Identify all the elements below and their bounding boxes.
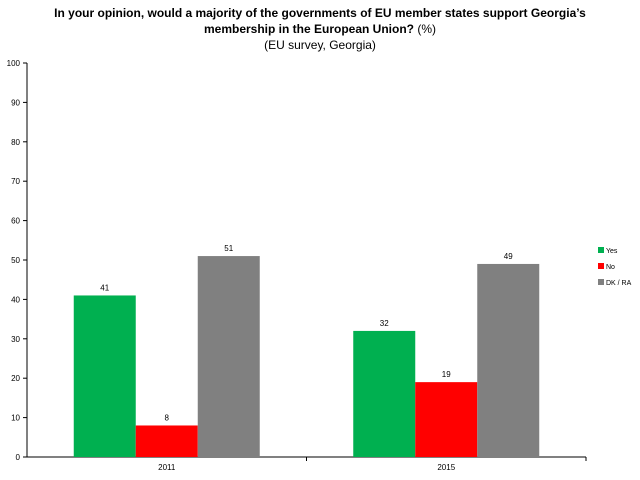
x-tick-label: 2015 — [437, 463, 455, 472]
x-tick-label: 2011 — [158, 463, 176, 472]
y-tick-label: 40 — [11, 295, 20, 304]
y-tick-label: 30 — [11, 335, 20, 344]
data-label: 41 — [100, 283, 109, 292]
y-tick-label: 20 — [11, 374, 20, 383]
y-tick-label: 80 — [11, 138, 20, 147]
chart-title-line2: membership in the European Union? (%) — [0, 21, 640, 37]
chart-title-line1: In your opinion, would a majority of the… — [54, 6, 586, 20]
y-tick-label: 0 — [16, 453, 21, 462]
data-label: 32 — [380, 319, 389, 328]
legend-swatch — [598, 263, 604, 269]
chart-subtitle: (EU survey, Georgia) — [264, 38, 376, 52]
y-tick-label: 90 — [11, 98, 20, 107]
data-label: 19 — [442, 370, 451, 379]
y-tick-label: 60 — [11, 217, 20, 226]
bar — [353, 330, 416, 457]
y-tick-label: 10 — [11, 414, 20, 423]
legend-label: No — [606, 264, 615, 271]
y-tick-label: 100 — [7, 59, 21, 68]
legend-swatch — [598, 247, 604, 253]
y-tick-label: 50 — [11, 256, 20, 265]
data-label: 51 — [224, 244, 233, 253]
bar — [477, 263, 540, 457]
data-label: 8 — [165, 413, 170, 422]
bar — [197, 256, 260, 457]
chart-title-line2-bold: membership in the European Union? — [203, 22, 415, 36]
chart-title-line2-rest: (%) — [414, 22, 437, 36]
bar — [73, 295, 136, 457]
bar — [135, 425, 198, 457]
chart-title-block: In your opinion, would a majority of the… — [0, 5, 640, 53]
legend-label: Yes — [606, 248, 618, 255]
data-label: 49 — [504, 252, 513, 261]
y-tick-label: 70 — [11, 177, 20, 186]
bar — [415, 382, 478, 457]
legend-label: DK / RA — [606, 280, 632, 287]
legend-swatch — [598, 279, 604, 285]
